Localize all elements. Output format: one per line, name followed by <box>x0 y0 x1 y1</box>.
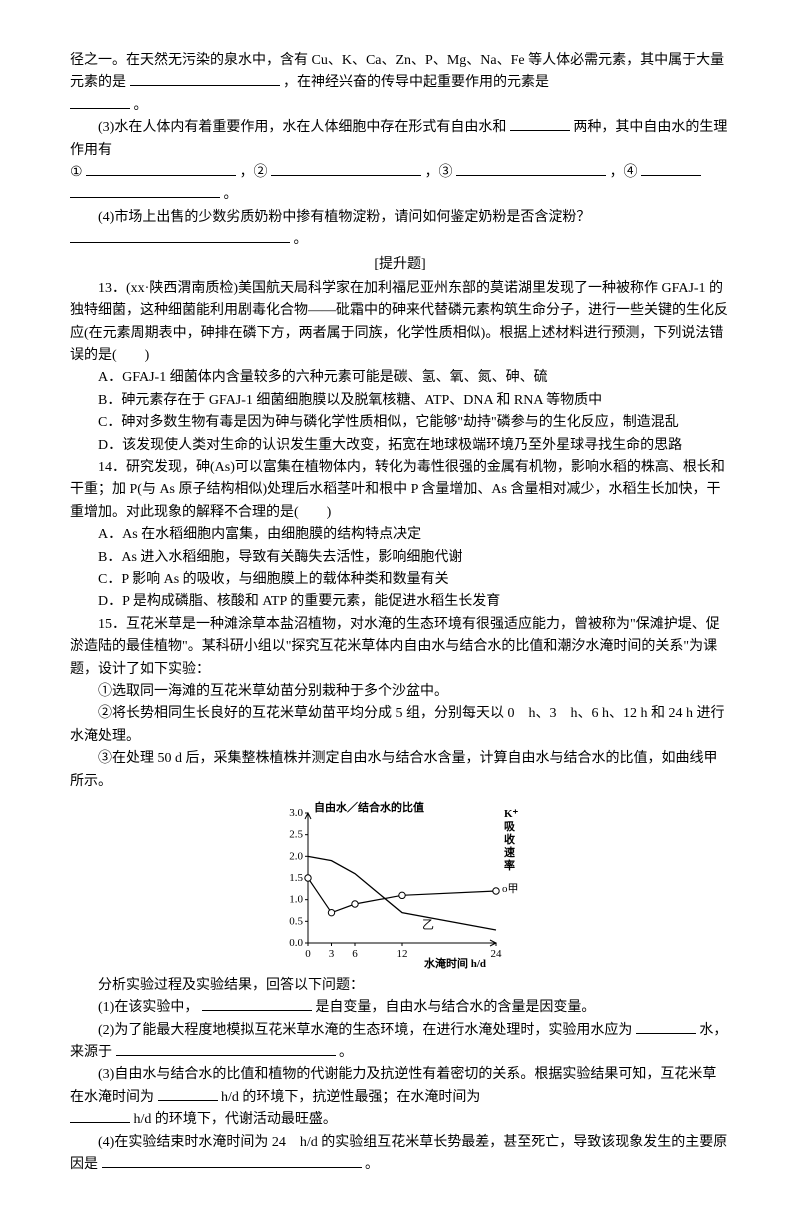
chart-container: 0.0 0.5 1.0 1.5 2.0 2.5 3.0 0 3 6 12 24 自由水／结合水的比值 K⁺… <box>70 799 730 969</box>
svg-text:2.0: 2.0 <box>289 850 303 862</box>
svg-text:12: 12 <box>397 948 408 960</box>
svg-text:o甲: o甲 <box>502 883 519 895</box>
intro-p3: (3)水在人体内有着重要作用，水在人体细胞中存在形式有自由水和 两种，其中自由水… <box>70 117 730 162</box>
q13-a: A．GFAJ-1 细菌体内含量较多的六种元素可能是碳、氢、氧、氮、砷、硫 <box>70 367 730 389</box>
section-title: [提升题] <box>70 254 730 276</box>
blank <box>641 175 701 176</box>
svg-text:24: 24 <box>491 948 503 960</box>
intro-p1: 径之一。在天然无污染的泉水中，含有 Cu、K、Ca、Zn、P、Mg、Na、Fe … <box>70 50 730 95</box>
blank <box>70 197 220 198</box>
svg-text:6: 6 <box>352 948 358 960</box>
q15-stem: 15．互花米草是一种滩涂草本盐沼植物，对水淹的生态环境有很强适应能力，曾被称为"… <box>70 614 730 681</box>
text: (4)市场上出售的少数劣质奶粉中掺有植物淀粉，请问如何鉴定奶粉是否含淀粉？ <box>98 210 590 225</box>
svg-text:1.5: 1.5 <box>289 872 303 884</box>
q15-q3-cont: h/d 的环境下，代谢活动最旺盛。 <box>70 1109 730 1131</box>
text: 。 <box>339 1045 353 1060</box>
svg-text:3.0: 3.0 <box>289 807 303 819</box>
svg-text:率: 率 <box>504 858 515 872</box>
text: h/d 的环境下，代谢活动最旺盛。 <box>134 1112 337 1127</box>
q14-d: D．P 是构成磷脂、核酸和 ATP 的重要元素，能促进水稻生长发育 <box>70 591 730 613</box>
blank <box>636 1033 696 1034</box>
text: (3)水在人体内有着重要作用，水在人体细胞中存在形式有自由水和 <box>98 120 506 135</box>
text: ，在神经兴奋的传导中起重要作用的元素是 <box>283 75 549 90</box>
q14-c: C．P 影响 As 的吸收，与细胞膜上的载体种类和数量有关 <box>70 569 730 591</box>
q13-c: C．砷对多数生物有毒是因为砷与磷化学性质相似，它能够"劫持"磷参与的生化反应，制… <box>70 412 730 434</box>
q15-q3: (3)自由水与结合水的比值和植物的代谢能力及抗逆性有着密切的关系。根据实验结果可… <box>70 1064 730 1109</box>
q15-q2: (2)为了能最大程度地模拟互花米草水淹的生态环境，在进行水淹处理时，实验用水应为… <box>70 1020 730 1065</box>
q14-stem: 14．研究发现，砷(As)可以富集在植物体内，转化为毒性很强的金属有机物，影响水… <box>70 457 730 524</box>
q15-s1: ①选取同一海滩的互花米草幼苗分别栽种于多个沙盆中。 <box>70 681 730 703</box>
text: 。 <box>365 1157 379 1172</box>
q14-b: B．As 进入水稻细胞，导致有关酶失去活性，影响细胞代谢 <box>70 547 730 569</box>
svg-text:自由水／结合水的比值: 自由水／结合水的比值 <box>314 800 424 814</box>
text: h/d 的环境下，抗逆性最强；在水淹时间为 <box>221 1090 480 1105</box>
svg-text:K⁺: K⁺ <box>504 808 519 820</box>
blank <box>70 108 130 109</box>
svg-text:0.5: 0.5 <box>289 915 303 927</box>
page-container: 径之一。在天然无污染的泉水中，含有 Cu、K、Ca、Zn、P、Mg、Na、Fe … <box>0 0 800 1216</box>
svg-text:水淹时间 h/d: 水淹时间 h/d <box>424 956 486 969</box>
q13-b: B．砷元素存在于 GFAJ-1 细菌细胞膜以及脱氧核糖、ATP、DNA 和 RN… <box>70 390 730 412</box>
text: ，② <box>240 165 268 180</box>
svg-text:2.5: 2.5 <box>289 829 303 841</box>
q14-a: A．As 在水稻细胞内富集，由细胞膜的结构特点决定 <box>70 524 730 546</box>
svg-text:3: 3 <box>329 948 335 960</box>
blank <box>271 175 421 176</box>
blank <box>116 1055 336 1056</box>
svg-text:0: 0 <box>305 948 311 960</box>
blank <box>510 130 570 131</box>
text: 。 <box>134 98 148 113</box>
text: 是自变量，自由水与结合水的含量是因变量。 <box>315 1000 595 1015</box>
intro-p3-end: 。 <box>70 184 730 206</box>
q13-stem: 13．(xx·陕西渭南质检)美国航天局科学家在加利福尼亚州东部的莫诺湖里发现了一… <box>70 278 730 368</box>
svg-text:0.0: 0.0 <box>289 937 303 949</box>
text: ，③ <box>425 165 453 180</box>
q15-s3: ③在处理 50 d 后，采集整株植株并测定自由水与结合水含量，计算自由水与结合水… <box>70 748 730 793</box>
q15-after: 分析实验过程及实验结果，回答以下问题： <box>70 975 730 997</box>
svg-text:乙: 乙 <box>422 918 434 932</box>
text: (1)在该实验中， <box>98 1000 198 1015</box>
svg-text:收: 收 <box>504 832 515 846</box>
blank <box>102 1167 362 1168</box>
text: 。 <box>294 232 308 247</box>
blank <box>202 1010 312 1011</box>
svg-text:1.0: 1.0 <box>289 894 303 906</box>
q13-d: D．该发现使人类对生命的认识发生重大改变，拓宽在地球极端环境乃至外星球寻找生命的… <box>70 435 730 457</box>
blank <box>86 175 236 176</box>
blank <box>70 1122 130 1123</box>
text: ① <box>70 165 83 180</box>
svg-text:速: 速 <box>504 845 515 859</box>
blank <box>130 85 280 86</box>
intro-p3-list: ① ，② ，③ ，④ <box>70 162 730 184</box>
ratio-chart: 0.0 0.5 1.0 1.5 2.0 2.5 3.0 0 3 6 12 24 自由水／结合水的比值 K⁺… <box>270 799 530 969</box>
blank <box>70 242 290 243</box>
text: 。 <box>224 187 238 202</box>
blank <box>158 1100 218 1101</box>
q15-s2: ②将长势相同生长良好的互花米草幼苗平均分成 5 组，分别每天以 0 h、3 h、… <box>70 703 730 748</box>
svg-text:吸: 吸 <box>504 820 516 833</box>
text: (2)为了能最大程度地模拟互花米草水淹的生态环境，在进行水淹处理时，实验用水应为 <box>98 1023 632 1038</box>
q15-q4: (4)在实验结束时水淹时间为 24 h/d 的实验组互花米草长势最差，甚至死亡，… <box>70 1132 730 1177</box>
intro-p1-blank: 。 <box>70 95 730 117</box>
q15-q1: (1)在该实验中， 是自变量，自由水与结合水的含量是因变量。 <box>70 997 730 1019</box>
intro-p4: (4)市场上出售的少数劣质奶粉中掺有植物淀粉，请问如何鉴定奶粉是否含淀粉？ <box>70 207 730 229</box>
intro-p4-blank: 。 <box>70 229 730 251</box>
blank <box>456 175 606 176</box>
text: ，④ <box>610 165 638 180</box>
